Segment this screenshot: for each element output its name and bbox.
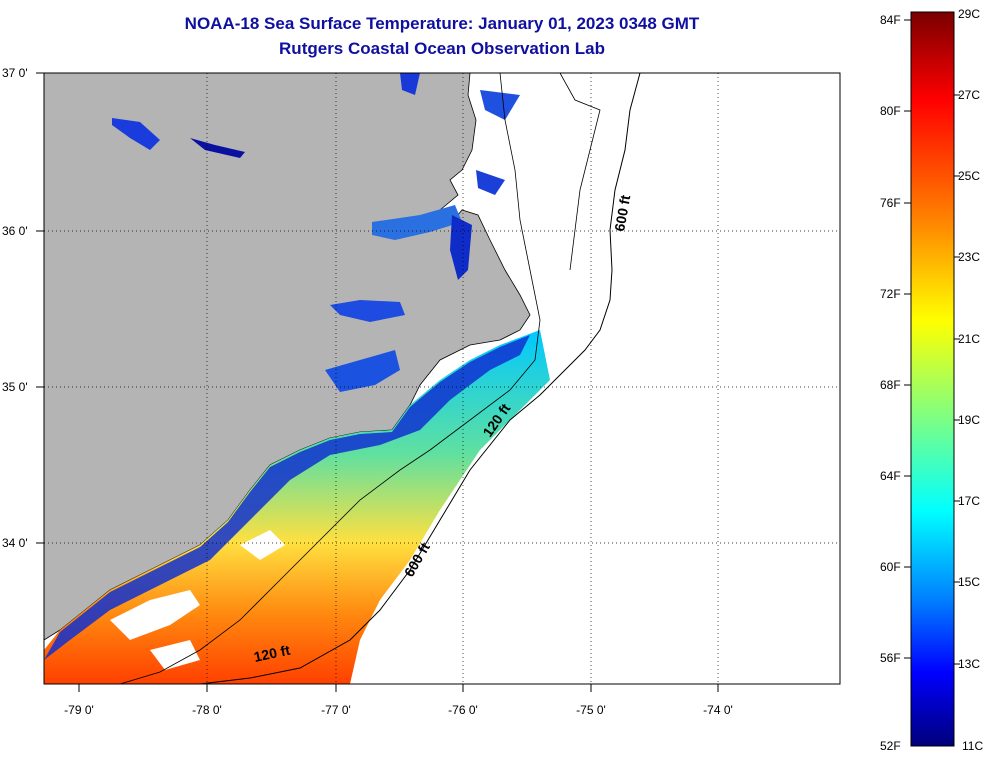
lat-label: 35 0': [2, 380, 28, 394]
colorbar-c-label: 21C: [958, 332, 980, 346]
colorbar-f-label: 56F: [880, 651, 901, 665]
lat-label: 37 0': [2, 66, 28, 80]
sound-water: [112, 118, 160, 150]
colorbar-c-label: 13C: [958, 657, 980, 671]
lon-label: -76 0': [448, 703, 478, 717]
colorbar-c-label: 27C: [958, 88, 980, 102]
colorbar-c-label: 15C: [958, 575, 980, 589]
lat-label: 34 0': [2, 536, 28, 550]
contour-label-600ft: 600 ft: [611, 193, 633, 232]
sst-north-patch: [476, 170, 505, 195]
colorbar-c-label: 11C: [962, 739, 983, 753]
sst-north-patch: [480, 90, 520, 120]
colorbar-f-label: 80F: [880, 104, 901, 118]
colorbar-ticks: [904, 19, 960, 665]
lon-label: -74 0': [703, 703, 733, 717]
map-title: NOAA-18 Sea Surface Temperature: January…: [184, 14, 700, 33]
sound-water: [372, 205, 462, 240]
lon-label: -79 0': [64, 703, 94, 717]
colorbar-f-label: 68F: [880, 378, 901, 392]
map-frame: [43, 72, 841, 685]
coastline-barrier: [559, 73, 601, 271]
cloud-gap: [240, 530, 285, 560]
map-subtitle: Rutgers Coastal Ocean Observation Lab: [279, 39, 605, 58]
lat-label: 36 0': [2, 224, 28, 238]
colorbar-f-label: 60F: [880, 560, 901, 574]
sound-water: [190, 138, 245, 158]
colorbar-f-label: 84F: [880, 13, 901, 27]
axis-ticks: [36, 72, 719, 692]
lon-label: -78 0': [192, 703, 222, 717]
colorbar-c-label: 17C: [958, 494, 980, 508]
sst-coastal-cold: [44, 335, 530, 660]
colorbar-f-label: 76F: [880, 196, 901, 210]
contour-line-600ft: [199, 73, 641, 684]
colorbar-c-label: 23C: [958, 250, 980, 264]
colorbar-f-label: 52F: [880, 739, 901, 753]
lon-label: -77 0': [321, 703, 351, 717]
colorbar-f-label: 72F: [880, 287, 901, 301]
temperature-colorbar: [910, 11, 955, 747]
sound-water: [450, 215, 472, 280]
colorbar-c-label: 25C: [958, 169, 980, 183]
contour-line-120ft: [119, 73, 541, 684]
contour-label-120ft: 120 ft: [252, 642, 291, 665]
cloud-gap: [110, 590, 200, 640]
colorbar-c-label: 19C: [958, 413, 980, 427]
colorbar-f-label: 64F: [880, 469, 901, 483]
sound-water: [325, 350, 400, 392]
graticule: [44, 73, 840, 684]
lon-label: -75 0': [576, 703, 606, 717]
cloud-gap: [150, 640, 200, 670]
sound-water: [330, 300, 405, 322]
sst-north-patch: [400, 73, 420, 95]
colorbar-c-label: 29C: [958, 7, 980, 21]
